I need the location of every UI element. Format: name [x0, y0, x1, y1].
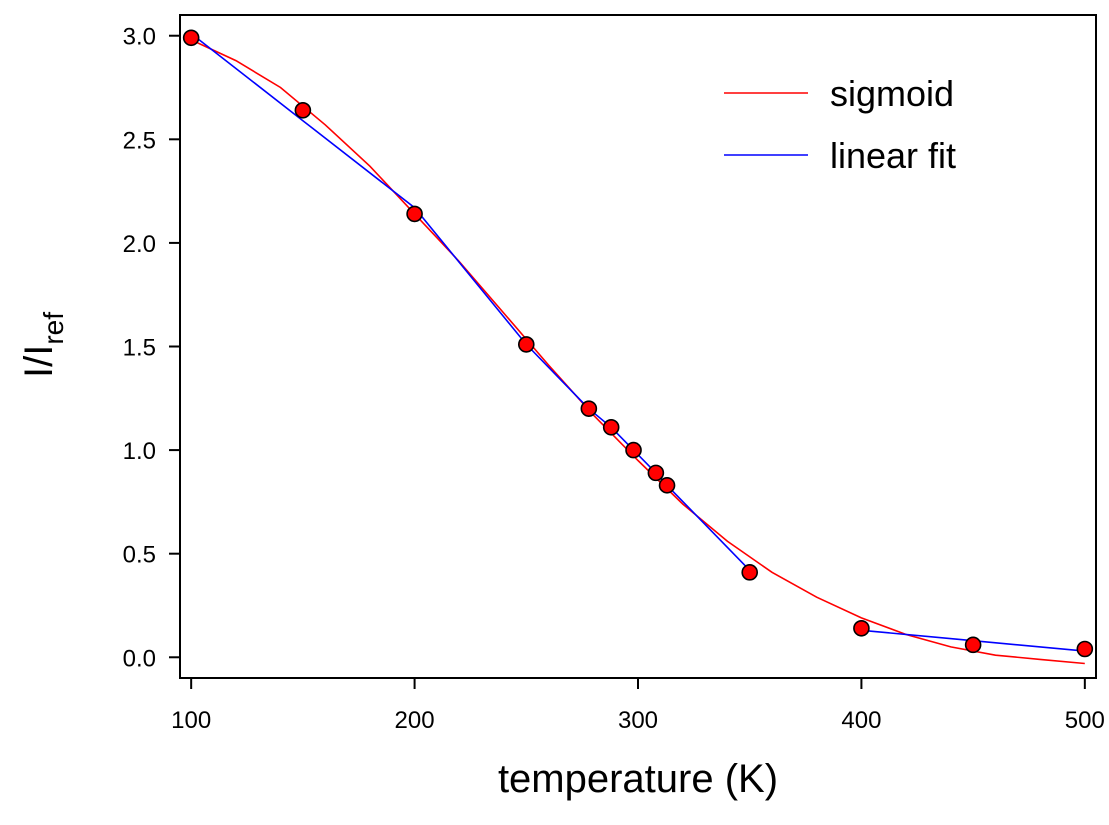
- y-tick-label: 3.0: [123, 24, 156, 51]
- plot-frame: [179, 14, 1097, 679]
- y-tick-label: 1.5: [123, 335, 156, 362]
- data-point: [964, 636, 982, 654]
- data-point: [602, 419, 620, 436]
- data-points: [182, 29, 1094, 658]
- y-axis-title-main: I/I: [17, 345, 61, 378]
- x-tick-label: 500: [1065, 707, 1105, 734]
- series-line-sigmoid: [190, 39, 1085, 665]
- y-tick-label: 2.5: [123, 127, 156, 154]
- data-point: [580, 400, 598, 417]
- y-tick-label: 1.0: [123, 438, 156, 465]
- x-axis: 100 200 300 400 500: [171, 678, 1105, 734]
- data-point: [647, 464, 665, 482]
- y-tick-label: 2.0: [123, 231, 156, 258]
- legend: sigmoid linear fit: [724, 73, 956, 176]
- legend-label: linear fit: [830, 135, 956, 176]
- data-point: [1076, 640, 1094, 658]
- legend-label: sigmoid: [830, 73, 954, 114]
- x-tick-label: 400: [841, 707, 881, 734]
- series-line-linear-fit: [190, 32, 1085, 652]
- y-axis: 0.0 0.5 1.0 1.5 2.0 2.5 3.0: [123, 24, 180, 672]
- x-tick-label: 200: [395, 707, 435, 734]
- y-tick-label: 0.0: [123, 645, 156, 672]
- data-point: [294, 102, 312, 119]
- y-axis-title-subscript: ref: [38, 312, 69, 345]
- data-point: [182, 29, 200, 47]
- data-point: [658, 477, 676, 494]
- x-tick-label: 300: [618, 707, 658, 734]
- data-point: [625, 441, 642, 459]
- data-point: [853, 619, 870, 637]
- y-axis-title: I/Iref: [17, 312, 69, 378]
- data-point: [517, 336, 535, 353]
- y-tick-label: 0.5: [123, 542, 156, 569]
- data-point: [741, 564, 759, 581]
- series-lines: [190, 32, 1085, 665]
- x-axis-title: temperature (K): [498, 757, 778, 801]
- data-point: [406, 205, 423, 223]
- x-tick-label: 100: [171, 707, 211, 734]
